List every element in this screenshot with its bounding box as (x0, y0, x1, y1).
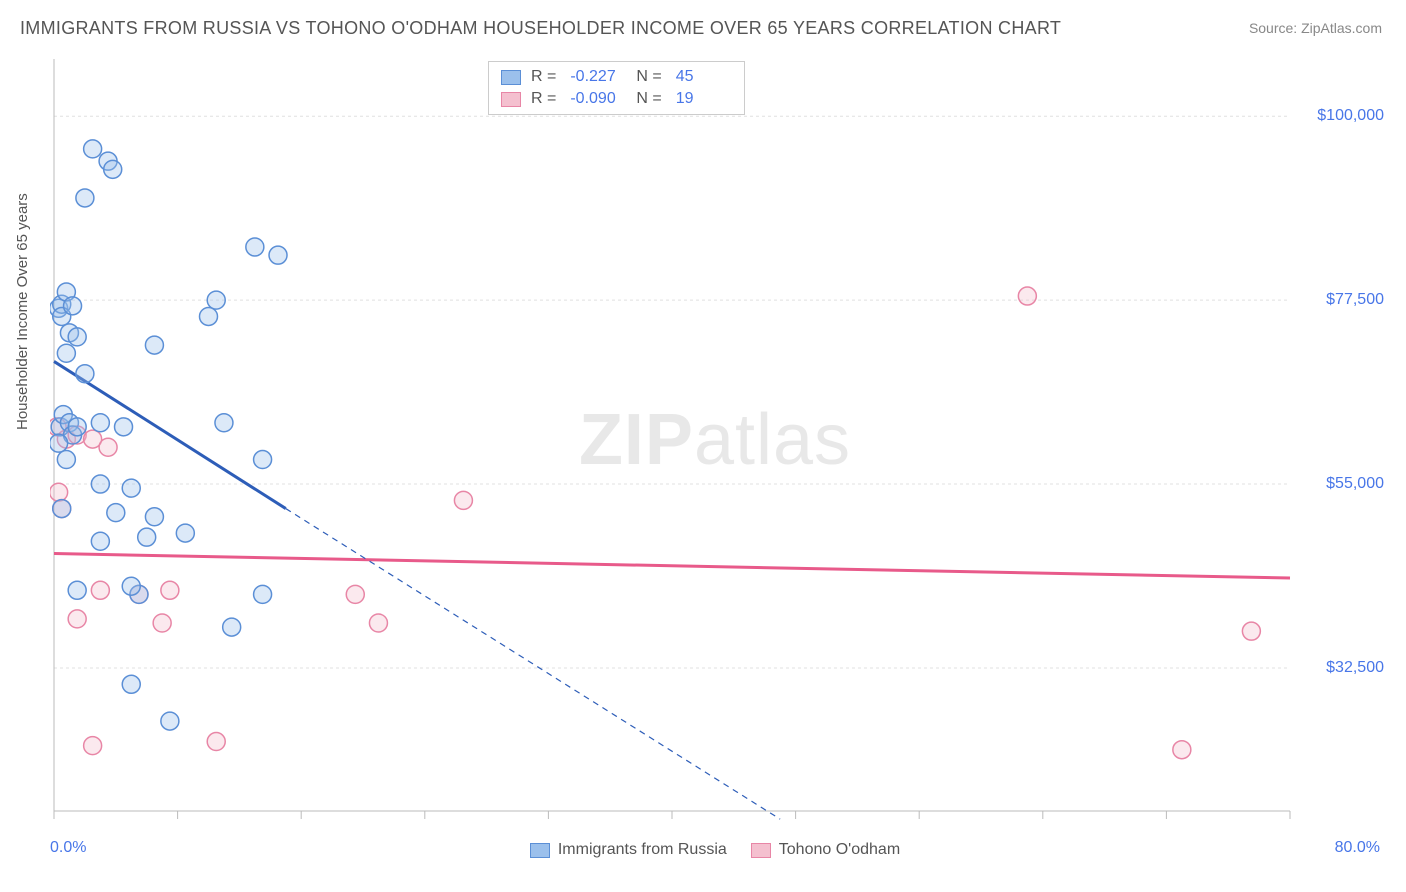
stats-n-blue: 45 (676, 68, 732, 86)
y-tick-label: $77,500 (1326, 291, 1384, 309)
swatch-pink (501, 92, 521, 107)
scatter-chart (50, 55, 1380, 825)
swatch-pink (751, 843, 771, 858)
stats-row-blue: R = -0.227 N = 45 (501, 66, 732, 88)
bottom-legend: Immigrants from Russia Tohono O'odham (50, 841, 1380, 859)
source-attribution: Source: ZipAtlas.com (1249, 20, 1382, 36)
legend-item-blue: Immigrants from Russia (530, 841, 727, 859)
stats-n-pink: 19 (676, 90, 732, 108)
y-axis-label: Householder Income Over 65 years (14, 193, 31, 430)
stats-r-label: R = (531, 90, 556, 108)
swatch-blue (530, 843, 550, 858)
stats-row-pink: R = -0.090 N = 19 (501, 88, 732, 110)
y-tick-label: $100,000 (1317, 107, 1384, 125)
stats-r-label: R = (531, 68, 556, 86)
legend-label-pink: Tohono O'odham (779, 841, 900, 859)
stats-n-label: N = (636, 68, 661, 86)
legend-label-blue: Immigrants from Russia (558, 841, 727, 859)
swatch-blue (501, 70, 521, 85)
legend-item-pink: Tohono O'odham (751, 841, 900, 859)
stats-r-pink: -0.090 (570, 90, 626, 108)
stats-n-label: N = (636, 90, 661, 108)
plot-area: ZIPatlas R = -0.227 N = 45 R = -0.090 N … (50, 55, 1380, 825)
correlation-stats-box: R = -0.227 N = 45 R = -0.090 N = 19 (488, 61, 745, 115)
y-tick-label: $32,500 (1326, 659, 1384, 677)
stats-r-blue: -0.227 (570, 68, 626, 86)
chart-title: IMMIGRANTS FROM RUSSIA VS TOHONO O'ODHAM… (20, 18, 1061, 39)
y-tick-label: $55,000 (1326, 475, 1384, 493)
